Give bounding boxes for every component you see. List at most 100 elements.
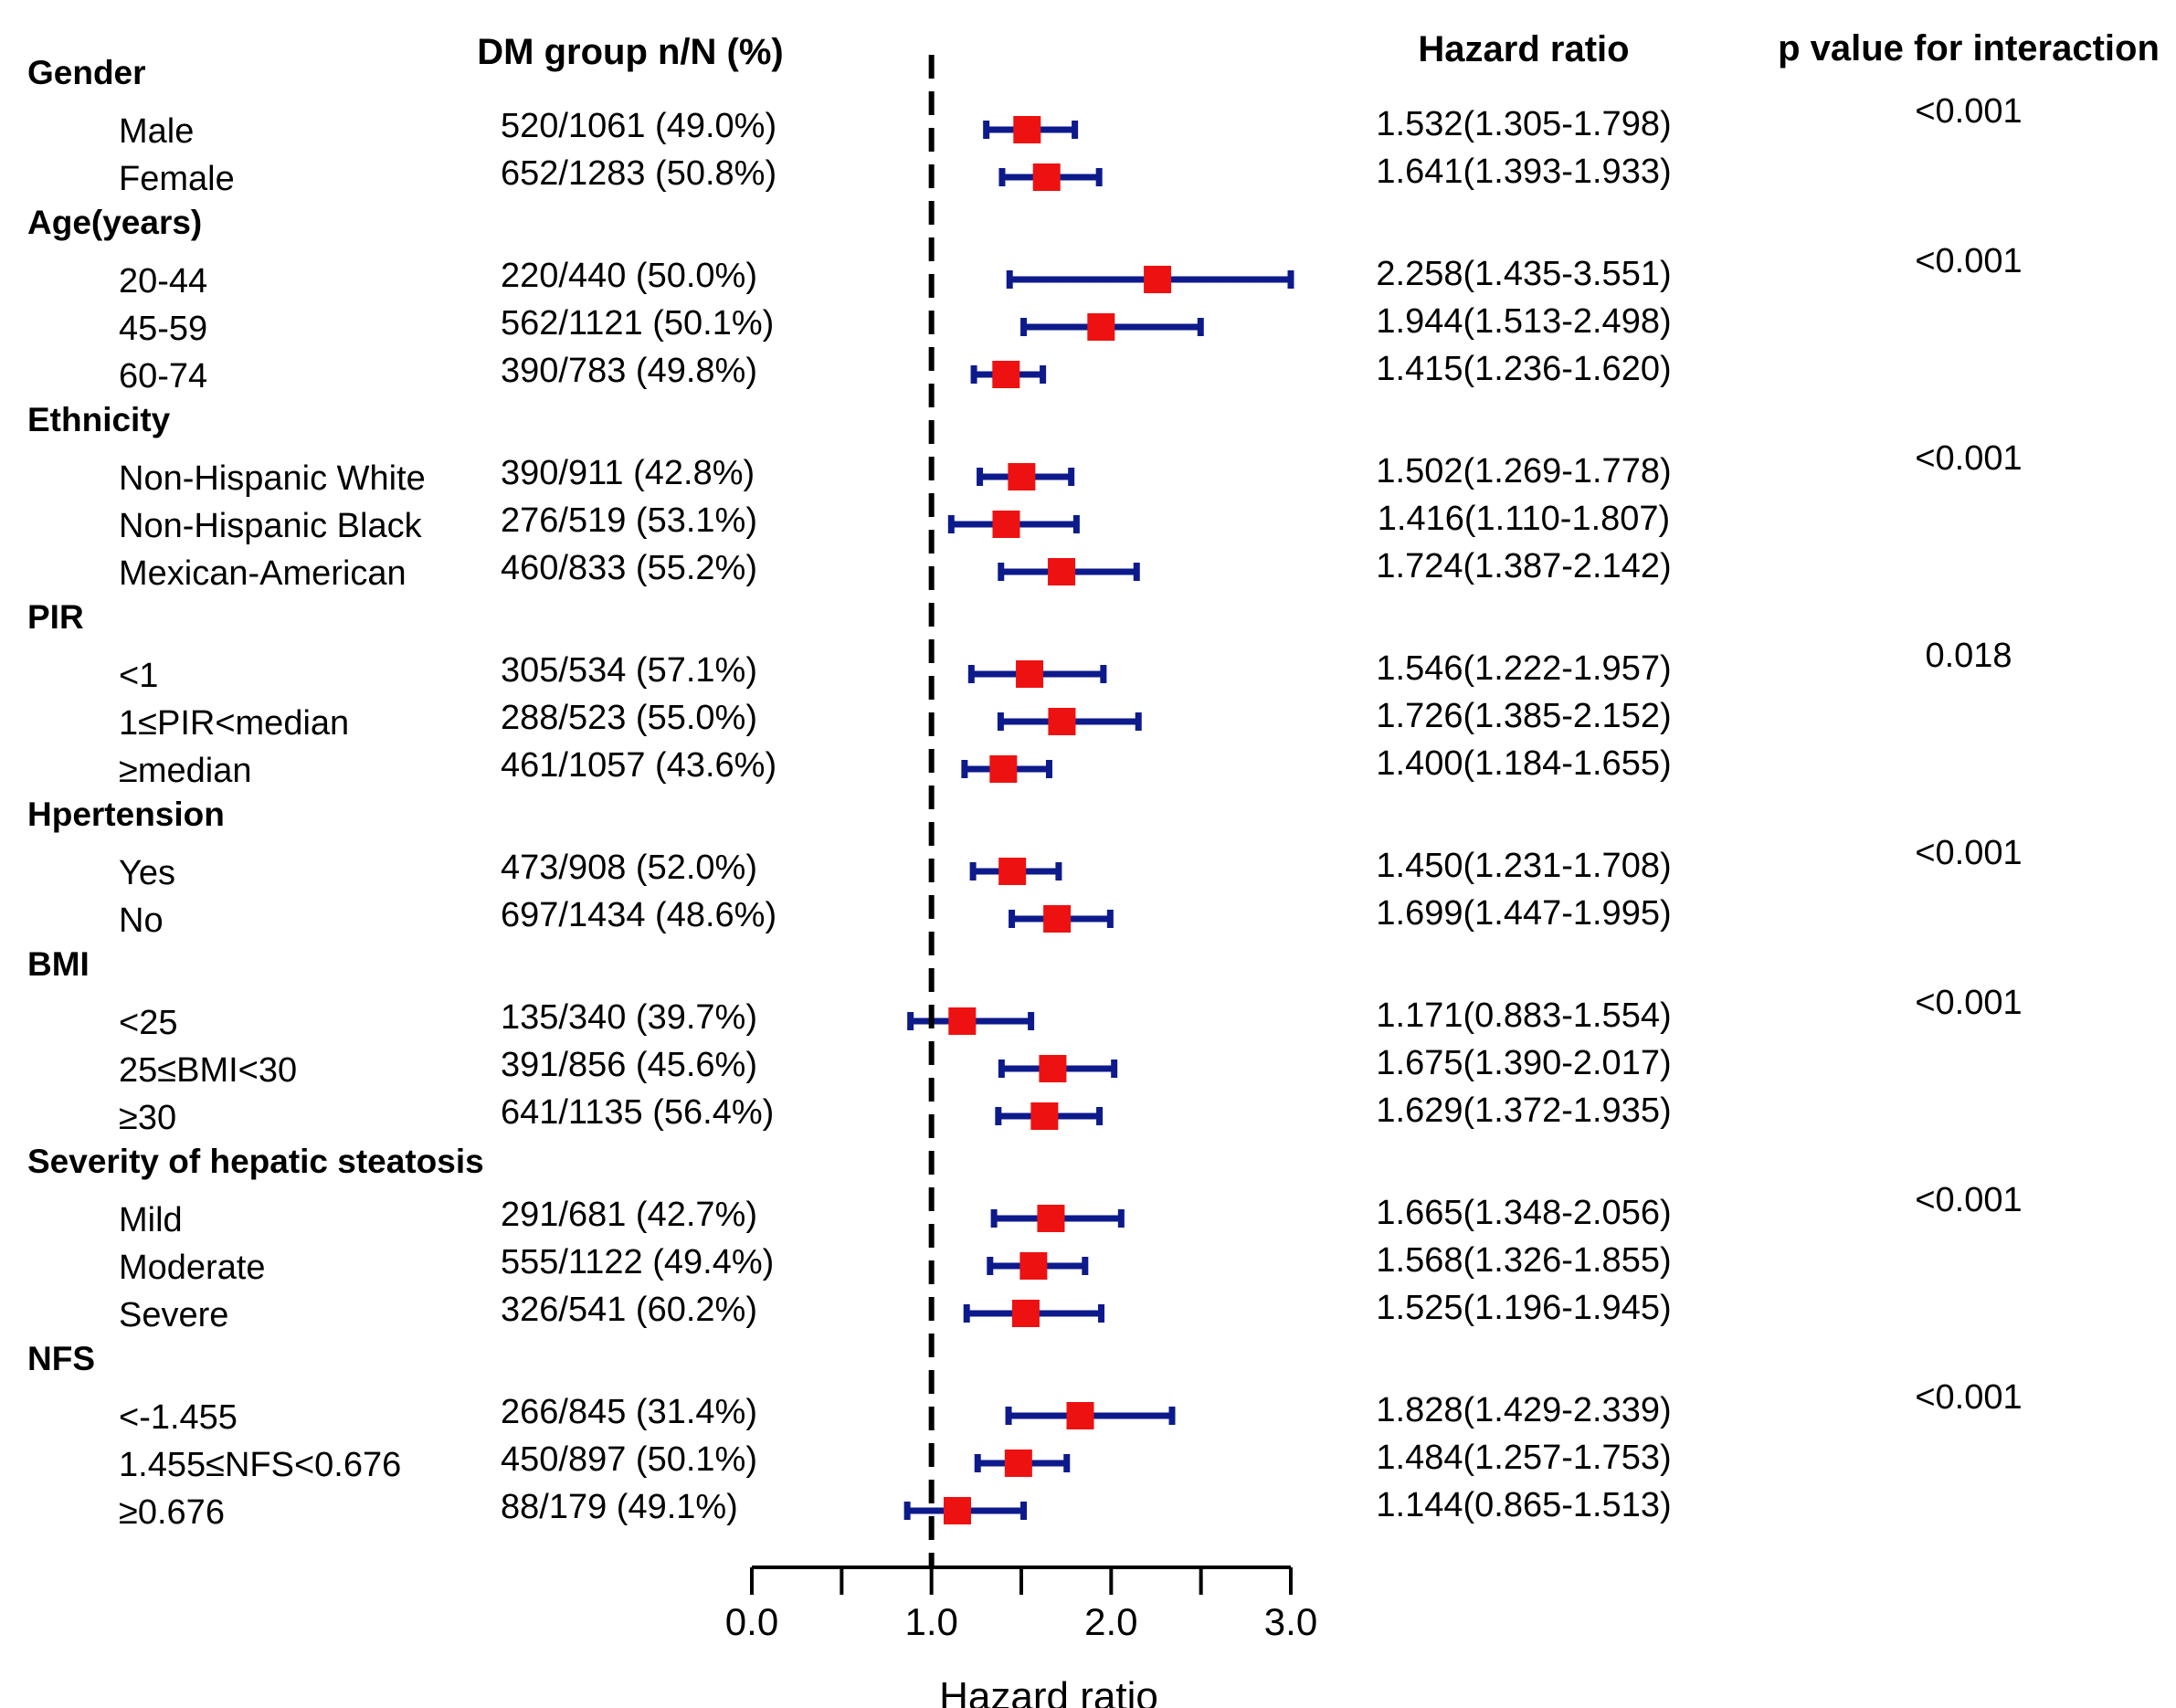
row-label: 1≤PIR<median	[119, 704, 349, 743]
dm-count: 562/1121 (50.1%)	[501, 304, 774, 343]
hr-point	[1087, 313, 1115, 341]
hr-text: 1.546(1.222-1.957)	[1376, 649, 1671, 688]
dm-count: 135/340 (39.7%)	[501, 998, 757, 1037]
group-label: BMI	[27, 945, 90, 983]
hr-point	[1048, 558, 1076, 585]
row-label: 25≤BMI<30	[119, 1051, 297, 1090]
hr-point	[1016, 660, 1044, 688]
hr-point	[1013, 116, 1041, 143]
p-value: <0.001	[1915, 242, 2022, 280]
hr-point	[1037, 1205, 1065, 1232]
hr-text: 1.726(1.385-2.152)	[1376, 697, 1671, 735]
row-label: <1	[119, 657, 158, 695]
hr-text: 2.258(1.435-3.551)	[1376, 255, 1671, 293]
p-value: 0.018	[1925, 637, 2012, 675]
hr-point	[1019, 1252, 1048, 1280]
dm-count: 652/1283 (50.8%)	[501, 154, 776, 193]
hr-point	[1066, 1402, 1094, 1429]
hr-point	[1032, 163, 1061, 191]
row-label: Moderate	[119, 1249, 266, 1287]
dm-count: 461/1057 (43.6%)	[501, 746, 776, 785]
hr-text: 1.665(1.348-2.056)	[1376, 1194, 1671, 1232]
hr-point	[998, 858, 1027, 885]
dm-count: 697/1434 (48.6%)	[501, 896, 776, 934]
dm-count: 288/523 (55.0%)	[501, 699, 757, 737]
row-label: Non-Hispanic Black	[119, 507, 423, 545]
row-label: Mild	[119, 1201, 183, 1239]
hr-point	[1039, 1055, 1067, 1082]
row-label: Male	[119, 112, 194, 151]
dm-count: 450/897 (50.1%)	[501, 1440, 757, 1479]
hr-text: 1.502(1.269-1.778)	[1376, 452, 1671, 490]
group-label: Age(years)	[27, 204, 202, 241]
row-label: ≥30	[119, 1099, 176, 1137]
group-label: PIR	[27, 598, 84, 636]
hr-text: 1.525(1.196-1.945)	[1376, 1289, 1671, 1327]
header-hazard-ratio: Hazard ratio	[1418, 29, 1629, 69]
row-label: 45-59	[119, 310, 207, 348]
group-label: Gender	[27, 54, 146, 91]
hr-point	[1030, 1102, 1059, 1130]
dm-count: 473/908 (52.0%)	[501, 849, 757, 887]
hr-point	[943, 1497, 971, 1524]
hr-point	[1011, 1300, 1040, 1327]
row-label: 1.455≤NFS<0.676	[119, 1446, 401, 1484]
hr-point	[1004, 1450, 1032, 1477]
dm-count: 391/856 (45.6%)	[501, 1046, 757, 1084]
row-label: <-1.455	[119, 1398, 238, 1437]
dm-count: 641/1135 (56.4%)	[501, 1093, 774, 1132]
dm-count: 220/440 (50.0%)	[501, 257, 757, 295]
dm-count: 291/681 (42.7%)	[501, 1196, 757, 1234]
row-label: Severe	[119, 1296, 228, 1334]
dm-count: 305/534 (57.1%)	[501, 651, 757, 690]
p-value: <0.001	[1915, 1181, 2022, 1219]
hr-text: 1.699(1.447-1.995)	[1376, 894, 1671, 933]
row-label: No	[119, 901, 164, 940]
hr-point	[1048, 708, 1076, 735]
dm-count: 555/1122 (49.4%)	[501, 1243, 774, 1281]
group-label: Hpertension	[27, 796, 225, 833]
group-label: NFS	[27, 1340, 95, 1377]
dm-count: 266/845 (31.4%)	[501, 1393, 757, 1431]
hr-text: 1.400(1.184-1.655)	[1376, 744, 1671, 783]
dm-count: 390/911 (42.8%)	[501, 454, 755, 492]
row-label: Yes	[119, 854, 175, 892]
hr-text: 1.416(1.110-1.807)	[1378, 500, 1670, 538]
header-p-interaction: p value for interaction	[1778, 28, 2160, 69]
dm-count: 390/783 (49.8%)	[501, 352, 757, 390]
hr-text: 1.724(1.387-2.142)	[1376, 547, 1671, 585]
x-axis-title: Hazard ratio	[939, 1674, 1158, 1708]
dm-count: 460/833 (55.2%)	[501, 549, 757, 587]
hr-point	[948, 1007, 977, 1035]
x-tick-label: 1.0	[904, 1600, 957, 1643]
header-dm-group: DM group n/N (%)	[477, 32, 784, 72]
forest-rows: Gender <0.001 Male 520/1061 (49.0%) 1.532(1.…	[27, 54, 2023, 1532]
hr-text: 1.484(1.257-1.753)	[1376, 1439, 1671, 1477]
hr-point	[1043, 905, 1072, 933]
row-label: Female	[119, 160, 235, 198]
row-label: Non-Hispanic White	[119, 459, 426, 498]
group-label: Ethnicity	[27, 401, 171, 438]
dm-count: 326/541 (60.2%)	[501, 1291, 757, 1329]
row-label: ≥median	[119, 752, 252, 790]
hr-point	[989, 755, 1018, 783]
hr-text: 1.144(0.865-1.513)	[1376, 1486, 1671, 1524]
x-tick-label: 3.0	[1264, 1600, 1317, 1643]
x-tick-label: 0.0	[725, 1600, 778, 1643]
hr-text: 1.450(1.231-1.708)	[1376, 847, 1671, 885]
row-label: 60-74	[119, 357, 207, 395]
hr-point	[992, 511, 1020, 538]
hr-point	[1008, 463, 1036, 490]
row-label: Mexican-American	[119, 554, 407, 593]
row-label: <25	[119, 1004, 177, 1042]
row-label: 20-44	[119, 262, 207, 300]
hr-text: 1.944(1.513-2.498)	[1376, 302, 1671, 341]
p-value: <0.001	[1915, 984, 2022, 1022]
hr-text: 1.629(1.372-1.935)	[1376, 1091, 1671, 1130]
x-axis: 0.0 1.0 2.0 3.0 Hazard ratio	[725, 55, 1317, 1708]
hr-text: 1.415(1.236-1.620)	[1376, 350, 1671, 388]
hr-point	[1144, 266, 1172, 293]
dm-count: 520/1061 (49.0%)	[501, 107, 776, 145]
group-label: Severity of hepatic steatosis	[27, 1143, 484, 1180]
